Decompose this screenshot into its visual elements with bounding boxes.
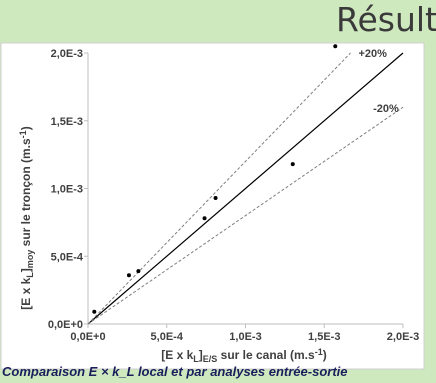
y-tick-label-4: 2,0E-3 [51, 48, 83, 60]
reference-line-1 [87, 52, 351, 325]
x-label-rest: sur le canal (m.s [217, 348, 315, 362]
y-tick-label-3: 1,5E-3 [51, 116, 83, 128]
reference-line-2 [87, 106, 404, 325]
data-point-2 [136, 269, 141, 274]
y-tick-label-0: 0,0E+0 [48, 319, 83, 331]
y-label-sub1: L [25, 272, 35, 278]
y-label-main: [E x k [19, 277, 33, 309]
x-tick-label-2: 1,0E-3 [229, 331, 261, 343]
y-label-end: ) [19, 126, 33, 130]
x-label-close: ] [199, 348, 203, 362]
x-tick-label-3: 1,5E-3 [308, 331, 340, 343]
data-point-5 [290, 162, 295, 167]
y-tick-label-1: 5,0E-4 [51, 251, 84, 263]
y-label-rest: sur le tronçon (m.s [19, 138, 33, 250]
y-label-sub2: moy [25, 250, 35, 269]
slide-heading: Résult [336, 0, 436, 39]
x-label-main: [E x k [161, 348, 193, 362]
y-tick-label-2: 1,0E-3 [51, 184, 83, 196]
x-axis-label: [E x kL]E/S sur le canal (m.s-1) [161, 347, 326, 364]
x-label-sub2: E/S [203, 354, 218, 364]
data-point-4 [213, 195, 218, 200]
data-point-1 [126, 273, 131, 278]
slide-caption: Comparaison E × k_L local et par analyse… [2, 364, 348, 379]
x-label-end: ) [323, 348, 327, 362]
reference-line-0 [87, 52, 404, 325]
y-label-close: ] [19, 268, 33, 272]
x-tick-label-1: 5,0E-4 [151, 331, 184, 343]
y-label-exp: -1 [18, 130, 28, 138]
data-point-0 [92, 309, 97, 314]
x-tick-label-4: 2,0E-3 [387, 331, 419, 343]
data-point-6 [333, 44, 338, 49]
x-label-sub1: L [193, 354, 199, 364]
x-tick-label-0: 0,0E+0 [70, 331, 105, 343]
band-label-plus: +20% [359, 48, 388, 60]
y-axis-label: [E x kL]moy sur le tronçon (m.s-1) [18, 126, 35, 309]
chart-area [0, 42, 425, 370]
x-label-exp: -1 [315, 347, 323, 357]
band-label-minus: -20% [373, 103, 399, 115]
data-point-3 [202, 216, 207, 221]
